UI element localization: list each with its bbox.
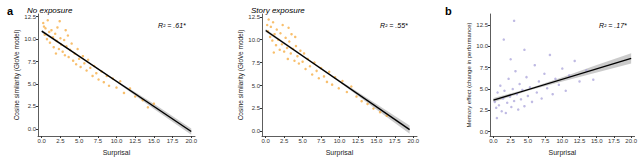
svg-text:12.5: 12.5 xyxy=(248,14,260,20)
svg-text:7.5: 7.5 xyxy=(252,60,261,66)
svg-text:7.5: 7.5 xyxy=(94,138,103,144)
svg-text:10.0: 10.0 xyxy=(476,43,488,49)
svg-text:5.0: 5.0 xyxy=(75,138,84,144)
svg-text:0.0: 0.0 xyxy=(489,138,498,144)
svg-text:2.5: 2.5 xyxy=(280,138,289,144)
svg-text:R² = .17*: R² = .17* xyxy=(599,22,627,29)
svg-text:10.0: 10.0 xyxy=(111,138,123,144)
svg-text:2.5: 2.5 xyxy=(252,105,261,111)
svg-text:20.0: 20.0 xyxy=(185,138,197,144)
svg-text:0.0: 0.0 xyxy=(28,126,37,132)
svg-text:10.0: 10.0 xyxy=(24,36,36,42)
svg-text:12.5: 12.5 xyxy=(574,138,586,144)
svg-text:12.5: 12.5 xyxy=(129,138,141,144)
svg-text:No exposure: No exposure xyxy=(27,6,73,15)
svg-text:10.0: 10.0 xyxy=(248,37,260,43)
svg-text:Surprisal: Surprisal xyxy=(326,149,354,157)
svg-text:2.5: 2.5 xyxy=(480,107,489,113)
svg-text:17.5: 17.5 xyxy=(608,138,620,144)
svg-text:0.0: 0.0 xyxy=(252,128,261,134)
svg-text:12.5: 12.5 xyxy=(24,14,36,20)
svg-text:2.5: 2.5 xyxy=(506,138,515,144)
svg-text:0.0: 0.0 xyxy=(262,138,271,144)
svg-text:7.5: 7.5 xyxy=(28,59,37,65)
svg-text:10.0: 10.0 xyxy=(334,138,346,144)
svg-text:Cosine similarity (GloVe model: Cosine similarity (GloVe model) xyxy=(13,30,21,121)
svg-text:R² = .61*: R² = .61* xyxy=(158,22,186,29)
svg-text:Surprisal: Surprisal xyxy=(103,149,131,157)
svg-text:R² = .55*: R² = .55* xyxy=(380,22,408,29)
svg-text:5.0: 5.0 xyxy=(28,81,37,87)
svg-text:Surprisal: Surprisal xyxy=(548,149,576,157)
svg-text:Story exposure: Story exposure xyxy=(251,6,305,15)
svg-text:a: a xyxy=(7,5,14,17)
svg-text:2.5: 2.5 xyxy=(28,103,37,109)
svg-text:15.0: 15.0 xyxy=(148,138,160,144)
svg-text:7.5: 7.5 xyxy=(480,65,489,71)
svg-text:2.5: 2.5 xyxy=(56,138,65,144)
svg-text:0.0: 0.0 xyxy=(38,138,47,144)
svg-text:20.0: 20.0 xyxy=(407,138,419,144)
svg-text:17.5: 17.5 xyxy=(389,138,401,144)
svg-text:12.5: 12.5 xyxy=(352,138,364,144)
svg-text:5.0: 5.0 xyxy=(480,86,489,92)
svg-text:20.0: 20.0 xyxy=(625,138,637,144)
svg-text:10.0: 10.0 xyxy=(556,138,568,144)
svg-text:17.5: 17.5 xyxy=(167,138,179,144)
svg-text:Memory effect (change in perfo: Memory effect (change in performance) xyxy=(466,23,472,128)
svg-text:7.5: 7.5 xyxy=(317,138,326,144)
svg-text:15.0: 15.0 xyxy=(591,138,603,144)
svg-text:15.0: 15.0 xyxy=(371,138,383,144)
svg-text:5.0: 5.0 xyxy=(252,83,261,89)
svg-text:5.0: 5.0 xyxy=(298,138,307,144)
svg-text:7.5: 7.5 xyxy=(541,138,550,144)
svg-text:b: b xyxy=(445,5,452,17)
svg-text:5.0: 5.0 xyxy=(524,138,533,144)
svg-text:Cosine similarity (GloVe model: Cosine similarity (GloVe model) xyxy=(237,30,245,121)
svg-text:0.0: 0.0 xyxy=(480,129,489,135)
svg-text:12.5: 12.5 xyxy=(476,22,488,28)
